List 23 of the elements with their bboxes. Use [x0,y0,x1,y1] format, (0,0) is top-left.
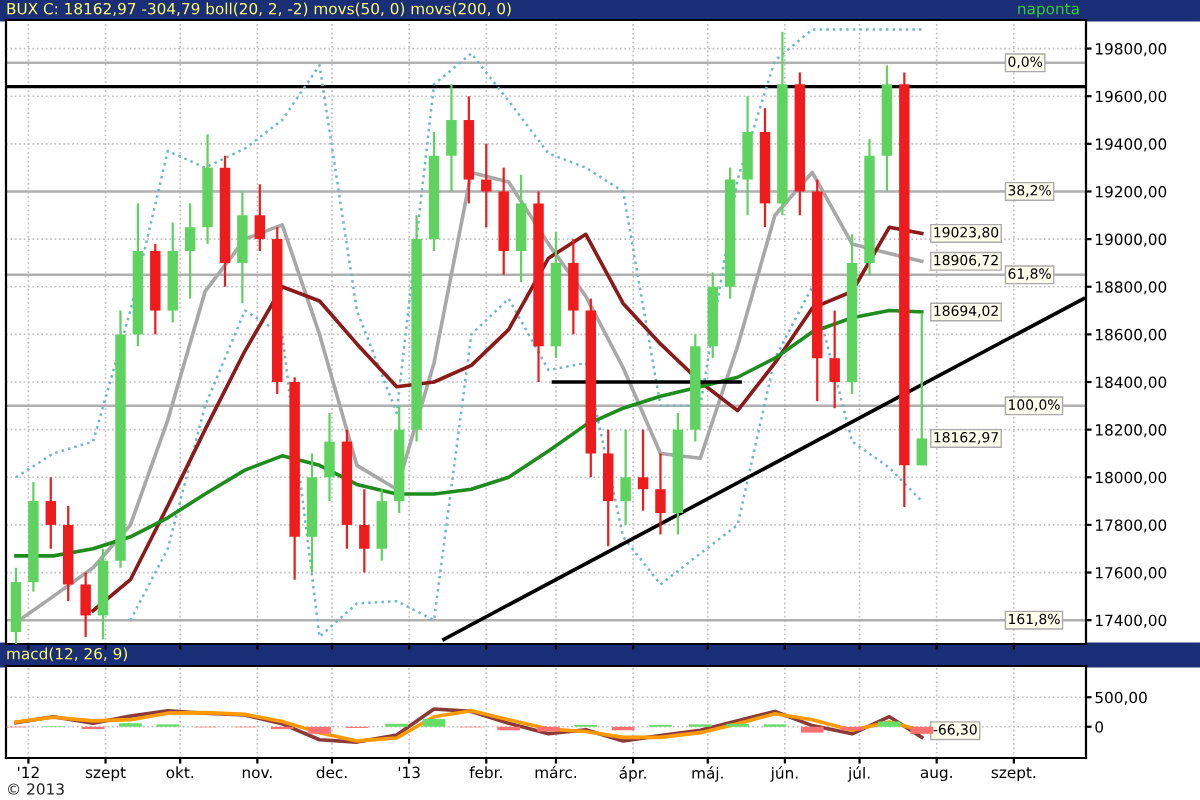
candlestick [916,311,927,467]
candlestick [655,452,666,536]
line-series [129,285,924,639]
candlestick [742,95,753,217]
candlestick [515,173,527,284]
candlestick [637,428,649,512]
candlestick [446,83,457,193]
candlestick [829,309,840,410]
line-series [14,308,924,558]
candlestick [620,428,631,527]
candlestick [45,476,57,550]
candlestick [376,488,387,562]
line-series [14,28,924,479]
candlestick [481,142,492,229]
candlestick [602,428,614,548]
line-series [91,225,924,613]
candlestick [359,488,370,574]
candlestick [80,571,91,638]
candlestick [184,202,196,300]
candlestick [254,183,266,253]
candlestick [237,190,248,305]
candlestick [568,238,579,336]
candlestick [324,411,335,503]
